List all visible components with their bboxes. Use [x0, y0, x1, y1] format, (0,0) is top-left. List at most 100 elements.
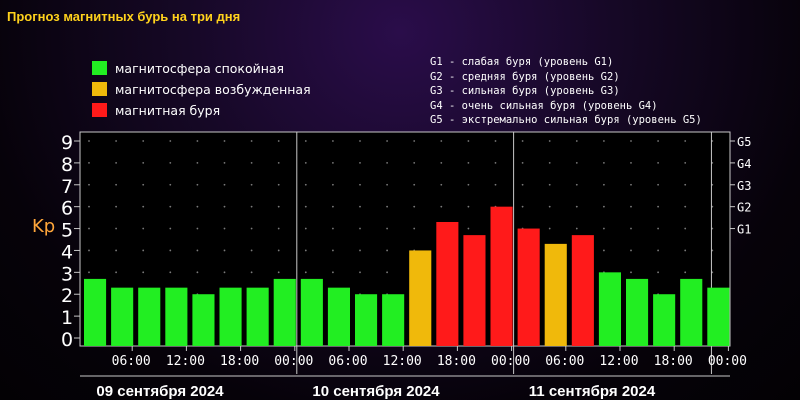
x-tick-label: 12:00: [383, 354, 422, 369]
g-tick-label: G1: [737, 223, 751, 237]
grid-dot: [196, 161, 199, 164]
grid-dot: [603, 205, 605, 208]
kp-bar: [680, 278, 703, 346]
legend-swatch-storm: [92, 103, 107, 117]
grid-dot: [115, 140, 117, 142]
grid-dot: [196, 227, 199, 230]
grid-dot: [250, 249, 253, 252]
grid-dot: [88, 161, 90, 164]
kp-bar: [246, 287, 269, 346]
grid-dot: [575, 161, 578, 164]
x-tick-label: 12:00: [599, 354, 638, 369]
grid-dot: [304, 161, 307, 164]
legend-item-quiet: магнитосфера спокойная: [92, 58, 311, 78]
grid-dot: [494, 140, 497, 142]
kp-bar: [382, 294, 405, 346]
grid-dot: [196, 249, 199, 252]
grid-dot: [657, 249, 659, 252]
grid-dot: [88, 271, 90, 274]
grid-dot: [250, 140, 253, 142]
g-tick-label: G4: [737, 157, 751, 171]
grid-dot: [386, 161, 388, 164]
grid-dot: [142, 205, 145, 208]
kp-bar: [327, 287, 350, 346]
grid-dot: [277, 271, 280, 274]
grid-dot: [115, 161, 117, 164]
kp-bar: [111, 287, 134, 346]
kp-bar: [571, 235, 594, 346]
grid-dot: [277, 249, 280, 252]
legend-label-active: магнитосфера возбужденная: [115, 81, 311, 97]
storm-level-g4: G4 - очень сильная буря (уровень G4): [430, 99, 658, 112]
grid-dot: [88, 140, 90, 142]
g-tick-label: G2: [737, 201, 751, 215]
grid-dot: [169, 161, 172, 164]
storm-level-legend: G1 - слабая буря (уровень G1) G2 - средн…: [430, 55, 702, 128]
grid-dot: [359, 205, 361, 208]
legend-swatch-active: [92, 82, 107, 96]
y-axis-label: Kp: [32, 216, 56, 237]
grid-dot: [359, 227, 361, 230]
plot-area: [79, 131, 731, 347]
grid-dot: [630, 271, 632, 274]
grid-dot: [142, 249, 145, 252]
grid-dot: [115, 249, 117, 252]
legend-swatch-quiet: [92, 61, 107, 75]
grid-dot: [223, 140, 226, 142]
grid-dot: [630, 183, 632, 186]
x-tick-label: 12:00: [166, 354, 205, 369]
grid-dot: [413, 183, 416, 186]
grid-dot: [169, 271, 172, 274]
grid-dot: [169, 183, 172, 186]
kp-bar: [219, 287, 242, 346]
grid-dot: [386, 183, 388, 186]
grid-dot: [630, 161, 632, 164]
grid-dot: [521, 161, 524, 164]
grid-dot: [657, 205, 659, 208]
kp-bar: [273, 278, 296, 346]
grid-dot: [277, 205, 280, 208]
grid-dot: [521, 183, 524, 186]
grid-dot: [548, 227, 551, 230]
grid-dot: [277, 227, 280, 230]
grid-dot: [169, 249, 172, 252]
y-tick-label: 8: [61, 154, 73, 176]
grid-dot: [684, 161, 687, 164]
grid-dot: [88, 227, 90, 230]
grid-dot: [304, 249, 307, 252]
grid-dot: [494, 161, 497, 164]
x-tick-label: 18:00: [654, 354, 693, 369]
grid-dot: [684, 205, 687, 208]
grid-dot: [630, 205, 632, 208]
x-tick-label: 18:00: [220, 354, 259, 369]
grid-dot: [386, 249, 388, 252]
grid-dot: [386, 140, 388, 142]
grid-dot: [304, 140, 307, 142]
y-tick-label: 3: [61, 263, 73, 285]
grid-dot: [359, 271, 361, 274]
storm-level-g2: G2 - средняя буря (уровень G2): [430, 70, 620, 83]
grid-dot: [548, 205, 551, 208]
grid-dot: [575, 227, 578, 230]
kp-bar: [517, 228, 540, 346]
grid-dot: [386, 227, 388, 230]
y-tick-label: 4: [61, 241, 73, 263]
grid-dot: [575, 183, 578, 186]
grid-dot: [521, 205, 524, 208]
grid-dot: [223, 271, 226, 274]
y-tick-label: 9: [61, 132, 73, 154]
grid-dot: [142, 140, 145, 142]
grid-dot: [223, 249, 226, 252]
grid-dot: [115, 271, 117, 274]
grid-dot: [359, 161, 361, 164]
grid-dot: [250, 183, 253, 186]
grid-dot: [575, 140, 578, 142]
grid-dot: [440, 140, 443, 142]
grid-dot: [684, 140, 687, 142]
grid-dot: [603, 140, 605, 142]
grid-dot: [359, 140, 361, 142]
kp-bar: [490, 206, 513, 346]
legend-label-quiet: магнитосфера спокойная: [115, 60, 285, 76]
grid-dot: [250, 161, 253, 164]
g-tick-label: G5: [737, 135, 751, 149]
